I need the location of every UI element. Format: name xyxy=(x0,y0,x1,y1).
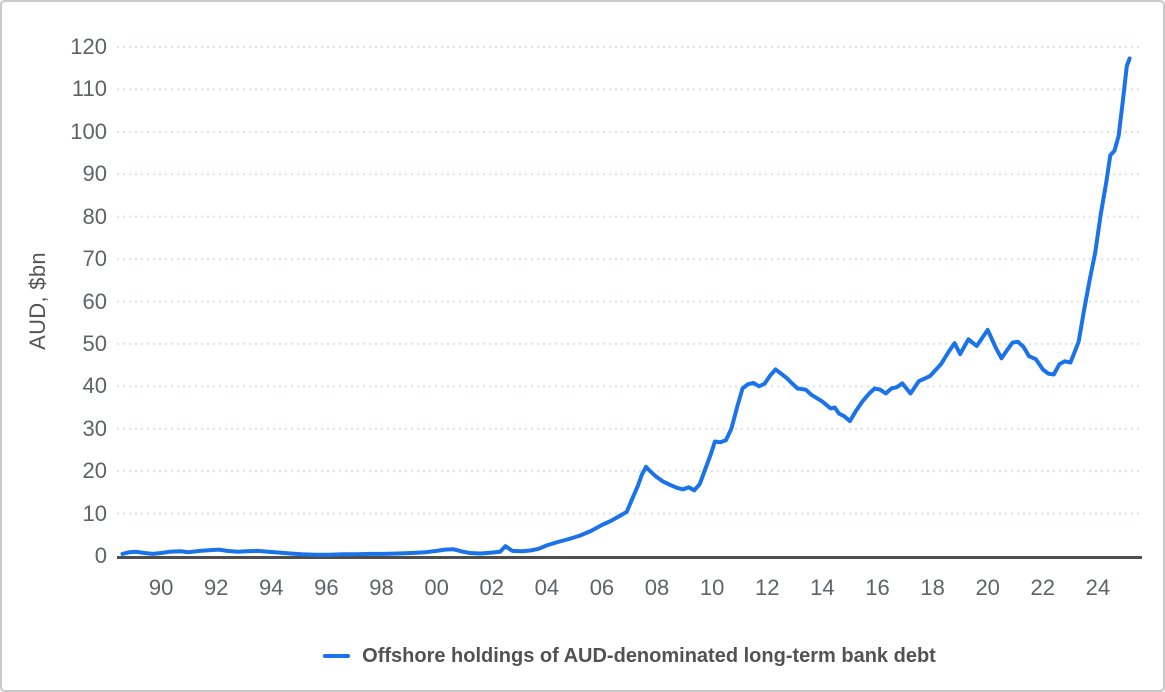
y-tick-label: 90 xyxy=(82,161,107,187)
x-tick-label: 94 xyxy=(259,575,284,600)
y-tick-label: 120 xyxy=(70,34,107,59)
x-tick-label: 06 xyxy=(589,575,615,600)
y-tick-label: 80 xyxy=(82,203,107,229)
x-tick-label: 90 xyxy=(148,575,174,600)
y-tick-label: 50 xyxy=(82,330,107,356)
x-tick-label: 10 xyxy=(699,575,725,600)
y-tick-label: 60 xyxy=(82,288,107,314)
x-tick-label: 08 xyxy=(644,575,670,600)
x-tick-label: 00 xyxy=(424,575,449,600)
y-tick-label: 110 xyxy=(71,76,107,102)
legend: Offshore holdings of AUD-denominated lon… xyxy=(117,640,1142,672)
x-tick-label: 24 xyxy=(1085,575,1111,600)
x-tick-label: 04 xyxy=(534,575,560,600)
x-tick-label: 14 xyxy=(810,575,835,600)
y-tick-label: 10 xyxy=(82,500,107,526)
x-tick-label: 22 xyxy=(1030,575,1056,600)
y-tick-label: 20 xyxy=(82,458,107,484)
x-tick-label: 18 xyxy=(920,575,945,600)
y-tick-label: 40 xyxy=(82,373,107,399)
x-tick-label: 02 xyxy=(479,575,504,600)
y-tick-label: 0 xyxy=(94,543,107,568)
x-tick-label: 20 xyxy=(975,575,1000,600)
series-line xyxy=(120,56,1132,557)
x-tick-label: 12 xyxy=(755,575,780,600)
x-tick-label: 96 xyxy=(314,575,339,600)
x-tick-label: 98 xyxy=(369,575,394,600)
y-tick-label: 70 xyxy=(82,246,107,272)
x-tick-label: 92 xyxy=(203,575,229,600)
legend-label: Offshore holdings of AUD-denominated lon… xyxy=(362,644,936,667)
legend-line-swatch xyxy=(323,654,351,658)
y-tick-label: 30 xyxy=(82,415,107,441)
y-tick-label: 100 xyxy=(70,118,107,144)
x-tick-label: 16 xyxy=(865,575,890,600)
